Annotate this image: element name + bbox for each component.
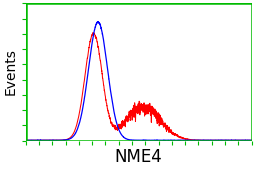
X-axis label: NME4: NME4 [114,148,162,165]
Y-axis label: Events: Events [4,49,18,95]
